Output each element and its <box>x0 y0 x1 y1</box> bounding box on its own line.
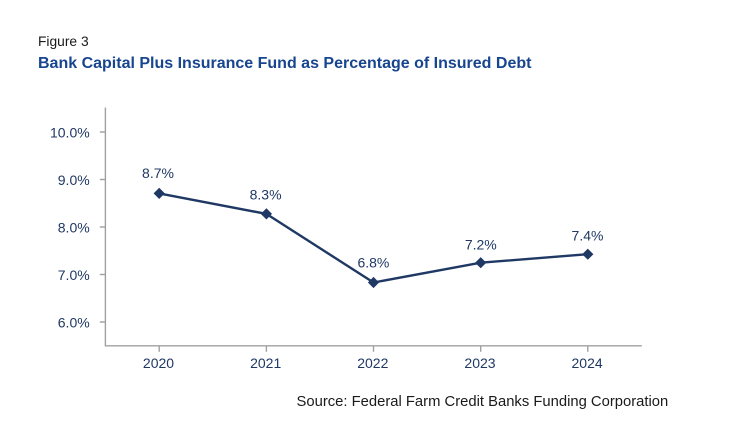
svg-text:8.0%: 8.0% <box>58 219 90 235</box>
svg-text:2022: 2022 <box>357 355 388 371</box>
svg-text:7.2%: 7.2% <box>465 236 497 252</box>
svg-text:2023: 2023 <box>464 355 495 371</box>
svg-text:2021: 2021 <box>250 355 281 371</box>
svg-text:10.0%: 10.0% <box>50 124 90 140</box>
svg-text:7.0%: 7.0% <box>58 267 90 283</box>
svg-text:9.0%: 9.0% <box>58 172 90 188</box>
svg-text:Source: Federal Farm Credit Ba: Source: Federal Farm Credit Banks Fundin… <box>297 394 669 410</box>
svg-text:7.4%: 7.4% <box>572 228 604 244</box>
svg-text:Figure 3: Figure 3 <box>38 34 89 49</box>
svg-text:2020: 2020 <box>143 355 174 371</box>
svg-text:8.3%: 8.3% <box>250 186 282 202</box>
svg-text:8.7%: 8.7% <box>142 165 174 181</box>
svg-text:2024: 2024 <box>572 355 603 371</box>
svg-text:Bank Capital Plus Insurance Fu: Bank Capital Plus Insurance Fund as Perc… <box>38 55 532 72</box>
svg-text:6.8%: 6.8% <box>357 255 389 271</box>
svg-text:6.0%: 6.0% <box>58 315 90 331</box>
